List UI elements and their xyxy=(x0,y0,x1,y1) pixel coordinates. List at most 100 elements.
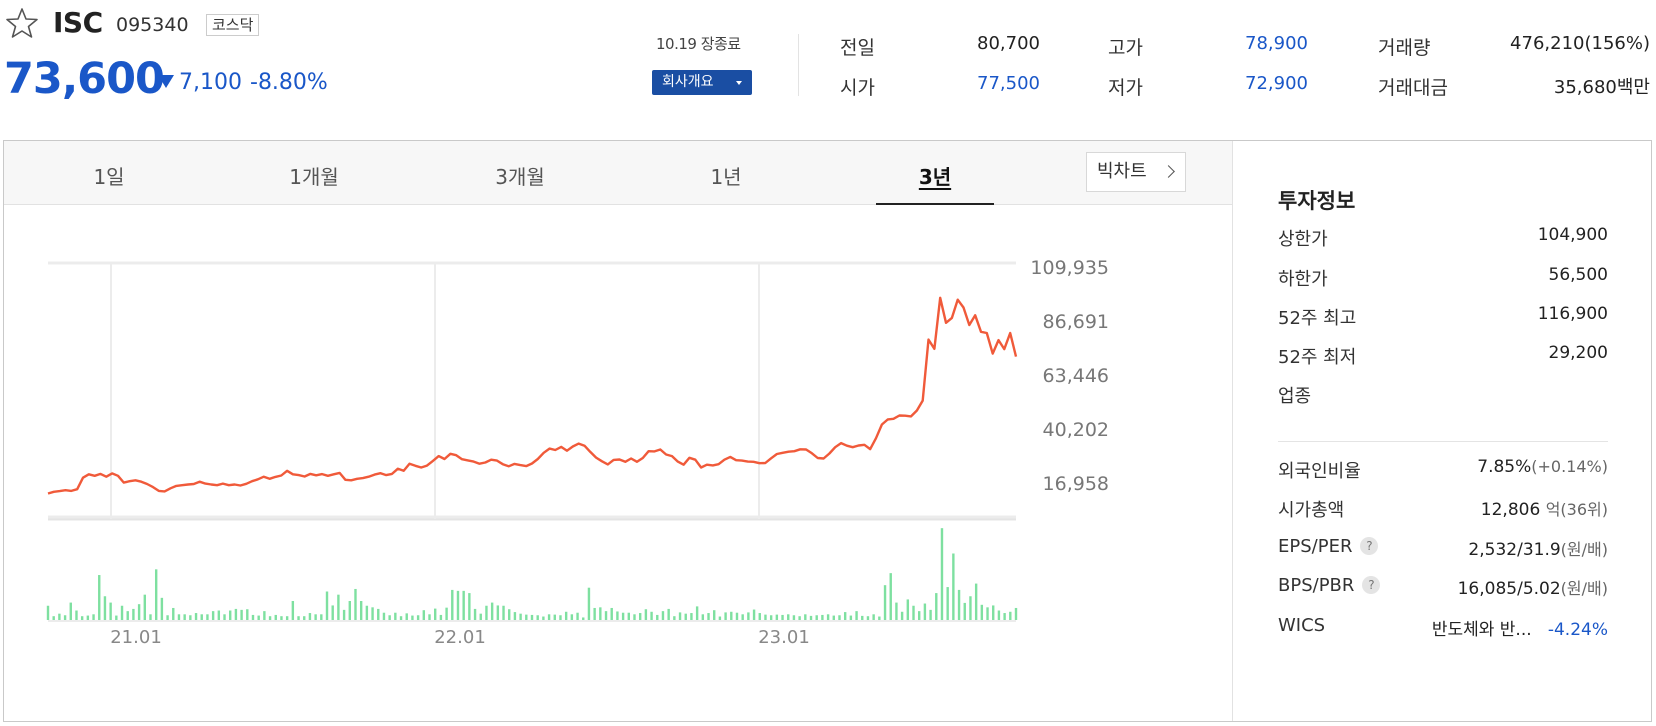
volume-bar xyxy=(940,528,944,620)
volume-bar xyxy=(325,591,329,620)
volume-bar xyxy=(348,601,351,620)
volume-bar xyxy=(229,610,232,620)
volume-bar xyxy=(900,611,904,620)
y-tick-label: 63,446 xyxy=(1043,365,1109,387)
foreign-ratio-value: 7.85%(+0.14%) xyxy=(1477,457,1608,477)
tab-3month[interactable]: 3개월 xyxy=(495,165,545,189)
bps-pbr-number: 16,085/5.02 xyxy=(1457,579,1561,599)
volume-bar xyxy=(206,614,209,620)
bps-pbr-label: BPS/PBR? xyxy=(1278,575,1381,596)
volume-bar xyxy=(690,613,693,620)
big-chart-button[interactable]: 빅차트 xyxy=(1086,152,1186,192)
high-value: 78,900 xyxy=(1245,33,1308,54)
tab-1day[interactable]: 1일 xyxy=(93,165,125,189)
volume-bar xyxy=(798,616,801,620)
volume-bar xyxy=(183,614,186,620)
volume-bar xyxy=(969,596,972,620)
volume-bar xyxy=(354,588,357,620)
volume-bar xyxy=(724,612,727,620)
eps-per-text: EPS/PER xyxy=(1278,536,1353,557)
stock-name: ISC xyxy=(53,6,103,39)
bps-pbr-unit: (원/배) xyxy=(1560,579,1608,598)
volume-bar xyxy=(536,615,539,620)
volume-bar xyxy=(211,611,215,620)
open-label: 시가 xyxy=(840,77,875,99)
invest-info-divider xyxy=(1278,441,1608,442)
low-label: 저가 xyxy=(1108,77,1143,99)
chevron-right-icon xyxy=(1162,165,1175,178)
volume-bar xyxy=(331,605,334,620)
volume-bar xyxy=(638,613,642,620)
volume-bar xyxy=(445,607,448,620)
volume-bar xyxy=(718,616,722,620)
wics-sector-link[interactable]: 반도체와 반... xyxy=(1431,620,1532,640)
volume-bar xyxy=(194,613,198,620)
volume-bar xyxy=(838,615,841,620)
investment-info-panel: 투자정보 상한가 104,900 하한가 56,500 52주 최고 116,9… xyxy=(1232,141,1653,721)
volume-bar xyxy=(872,614,875,620)
volume-bar xyxy=(58,613,61,620)
volume-bar xyxy=(274,614,277,620)
volume-bar xyxy=(439,614,443,620)
help-icon[interactable]: ? xyxy=(1362,576,1381,594)
volume-bar xyxy=(530,614,534,620)
volume-bar xyxy=(422,610,426,620)
upper-limit-label: 상한가 xyxy=(1278,229,1328,250)
volume-bar xyxy=(553,614,556,620)
tab-3year[interactable]: 3년 xyxy=(918,165,952,189)
volume-bar xyxy=(63,615,67,620)
volume-bar xyxy=(468,593,471,620)
company-overview-button[interactable]: 회사개요 xyxy=(652,70,752,95)
volume-bar xyxy=(883,585,887,620)
volume-bar xyxy=(599,607,602,620)
volume-bar xyxy=(103,596,107,620)
volume-bar xyxy=(980,604,984,620)
lower-limit-value: 56,500 xyxy=(1548,265,1608,285)
upper-limit-value: 104,900 xyxy=(1537,225,1608,245)
high-52w-label: 52주 최고 xyxy=(1278,308,1357,329)
volume-bar xyxy=(1009,611,1012,620)
volume-bar xyxy=(177,614,181,620)
tab-1year[interactable]: 1년 xyxy=(710,165,742,189)
volume-bar xyxy=(923,603,927,620)
stock-header: ISC 095340 코스닥 73,600 7,100 -8.80% 10.19… xyxy=(0,0,1656,130)
tab-1month[interactable]: 1개월 xyxy=(289,165,339,189)
invest-info-title: 투자정보 xyxy=(1278,189,1356,213)
x-tick-label: 21.01 xyxy=(110,627,162,648)
volume-bar xyxy=(992,605,995,620)
eps-per-value: 2,532/31.9(원/배) xyxy=(1468,536,1608,560)
high-52w-value: 116,900 xyxy=(1537,304,1608,324)
volume-bar xyxy=(644,609,648,620)
volume-bar xyxy=(456,590,460,620)
prev-close-label: 전일 xyxy=(840,37,875,59)
volume-bar xyxy=(866,616,870,620)
volume-bar xyxy=(1003,613,1006,620)
volume-bar xyxy=(434,608,437,620)
volume-bar xyxy=(678,612,682,620)
volume-bar xyxy=(889,573,892,620)
volume-bar xyxy=(285,616,289,620)
volume-bar xyxy=(843,612,847,620)
stock-code: 095340 xyxy=(116,14,189,36)
volume-bar xyxy=(166,615,169,620)
volume-bar xyxy=(1014,607,1018,620)
y-tick-label: 40,202 xyxy=(1043,419,1109,441)
volume-bar xyxy=(268,616,272,620)
volume-bar xyxy=(479,613,482,620)
volume-bar xyxy=(502,605,505,620)
volume-bar xyxy=(707,613,710,620)
prev-close-value: 80,700 xyxy=(977,33,1040,54)
price-chart[interactable]: 109,935 86,691 63,446 40,202 16,958 21.01 22.… xyxy=(4,205,1232,721)
volume-bar xyxy=(154,569,158,620)
volume-bar xyxy=(952,553,955,620)
favorite-star-icon[interactable] xyxy=(5,6,39,40)
market-badge: 코스닥 xyxy=(206,14,260,36)
volume-bar xyxy=(564,611,568,620)
volume-bar xyxy=(547,614,551,620)
market-cap-value: 12,806 억(36위) xyxy=(1481,496,1608,520)
volume-bar xyxy=(559,615,562,620)
volume-bar xyxy=(251,614,255,620)
volume-bar xyxy=(92,614,95,620)
eps-per-unit: (원/배) xyxy=(1560,540,1608,559)
help-icon[interactable]: ? xyxy=(1360,537,1379,555)
